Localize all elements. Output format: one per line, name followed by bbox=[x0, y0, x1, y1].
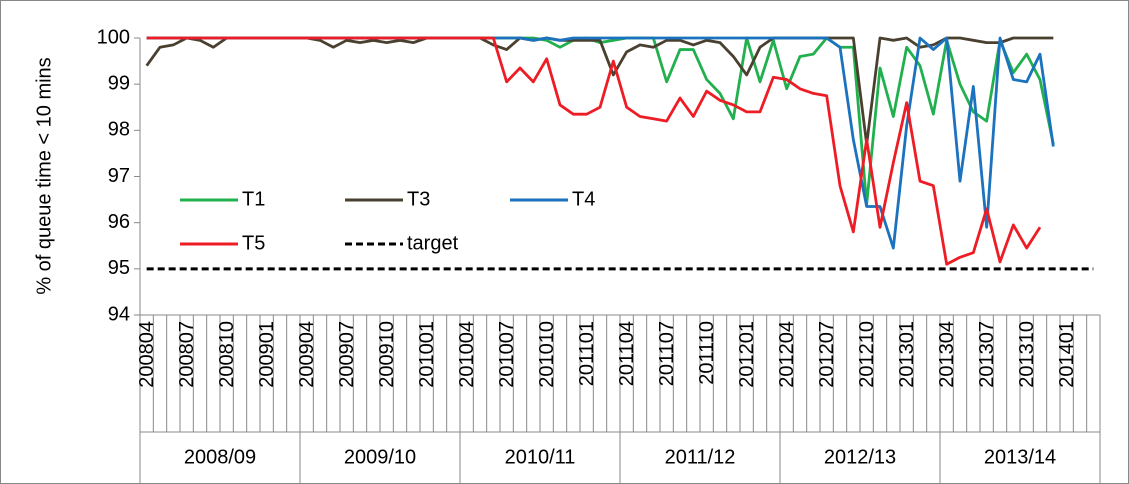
y-tick-label: 95 bbox=[108, 257, 130, 279]
x-tick-label: 201201 bbox=[736, 321, 758, 388]
x-tick-label: 201004 bbox=[456, 321, 478, 388]
x-tick-label: 200804 bbox=[136, 321, 158, 388]
y-axis-title: % of queue time < 10 mins bbox=[33, 57, 55, 294]
x-tick-label: 201204 bbox=[776, 321, 798, 388]
y-tick-label: 97 bbox=[108, 165, 130, 187]
x-tick-label: 200807 bbox=[176, 321, 198, 388]
group-label: 2008/09 bbox=[184, 446, 256, 468]
x-tick-label: 201007 bbox=[496, 321, 518, 388]
group-label: 2010/11 bbox=[505, 446, 576, 468]
group-label: 2011/12 bbox=[665, 446, 736, 468]
x-tick-label: 201104 bbox=[616, 321, 638, 386]
x-tick-label: 201001 bbox=[416, 321, 438, 388]
y-tick-label: 96 bbox=[108, 211, 130, 233]
x-tick-label: 201107 bbox=[656, 321, 678, 386]
x-tick-label: 201304 bbox=[936, 321, 958, 388]
x-tick-label: 200810 bbox=[216, 321, 238, 388]
group-label: 2009/10 bbox=[344, 446, 416, 468]
legend-label: T1 bbox=[242, 188, 265, 210]
x-tick-label: 200904 bbox=[296, 321, 318, 388]
x-tick-label: 201307 bbox=[976, 321, 998, 388]
y-tick-label: 98 bbox=[108, 119, 130, 141]
x-tick-label: 201110 bbox=[696, 321, 718, 385]
x-tick-label: 201207 bbox=[816, 321, 838, 388]
y-tick-label: 99 bbox=[108, 72, 130, 94]
group-label: 2012/13 bbox=[824, 446, 896, 468]
legend-label: T3 bbox=[407, 188, 430, 210]
x-tick-label: 201010 bbox=[536, 321, 558, 388]
x-tick-label: 201301 bbox=[896, 321, 918, 388]
legend-label: T4 bbox=[572, 188, 595, 210]
legend-label: target bbox=[407, 232, 459, 254]
x-tick-label: 200910 bbox=[376, 321, 398, 388]
legend-label: T5 bbox=[242, 232, 265, 254]
y-tick-label: 94 bbox=[108, 303, 130, 325]
x-tick-label: 201210 bbox=[856, 321, 878, 388]
x-tick-label: 201101 bbox=[576, 321, 598, 386]
x-tick-label: 201310 bbox=[1016, 321, 1038, 388]
series-line bbox=[146, 36, 1042, 266]
x-tick-label: 200901 bbox=[256, 321, 278, 388]
x-tick-label: 201401 bbox=[1056, 321, 1078, 388]
group-label: 2013/14 bbox=[984, 446, 1056, 468]
x-tick-label: 200907 bbox=[336, 321, 358, 388]
y-tick-label: 100 bbox=[97, 26, 130, 48]
